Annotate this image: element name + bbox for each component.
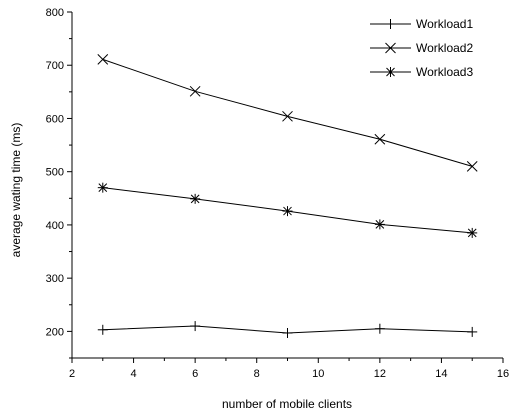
x-axis-label: number of mobile clients	[222, 397, 352, 411]
legend-marker	[386, 19, 396, 29]
x-tick-label: 10	[312, 368, 324, 380]
legend-item: Workload2	[370, 41, 473, 55]
data-point	[98, 183, 108, 193]
legend: Workload1 Workload2 Workload3	[370, 17, 473, 79]
data-point	[190, 321, 200, 331]
data-point	[283, 206, 293, 216]
data-point	[190, 194, 200, 204]
x-tick-label: 12	[374, 368, 386, 380]
series-workload1	[98, 321, 477, 338]
y-tick-label: 700	[46, 60, 64, 72]
x-tick-label: 14	[435, 368, 447, 380]
x-tick-label: 2	[69, 368, 75, 380]
data-point	[467, 228, 477, 238]
y-axis-label: average wating time (ms)	[9, 123, 23, 258]
legend-label: Workload1	[416, 17, 473, 31]
data-point	[375, 324, 385, 334]
x-tick-label: 6	[192, 368, 198, 380]
series-workload3	[98, 183, 477, 238]
series-group	[98, 54, 477, 338]
y-tick-label: 400	[46, 220, 64, 232]
data-point	[283, 328, 293, 338]
x-tick-label: 8	[254, 368, 260, 380]
axes: 2 4 6 8 10 12 14 16 200 300 400 500 600 700 800	[46, 7, 509, 380]
legend-label: Workload2	[416, 41, 473, 55]
data-point	[467, 161, 477, 171]
y-tick-label: 200	[46, 326, 64, 338]
data-point	[375, 134, 385, 144]
data-point	[98, 325, 108, 335]
legend-label: Workload3	[416, 65, 473, 79]
data-point	[467, 327, 477, 337]
y-tick-label: 800	[46, 7, 64, 19]
data-point	[98, 54, 108, 64]
y-tick-label: 300	[46, 273, 64, 285]
data-point	[190, 86, 200, 96]
legend-item: Workload1	[370, 17, 473, 31]
y-tick-label: 500	[46, 167, 64, 179]
x-tick-label: 16	[497, 368, 509, 380]
legend-item: Workload3	[370, 65, 473, 79]
data-point	[375, 219, 385, 229]
y-tick-label: 600	[46, 113, 64, 125]
x-tick-label: 4	[131, 368, 137, 380]
legend-marker	[386, 67, 396, 77]
data-point	[283, 111, 293, 121]
